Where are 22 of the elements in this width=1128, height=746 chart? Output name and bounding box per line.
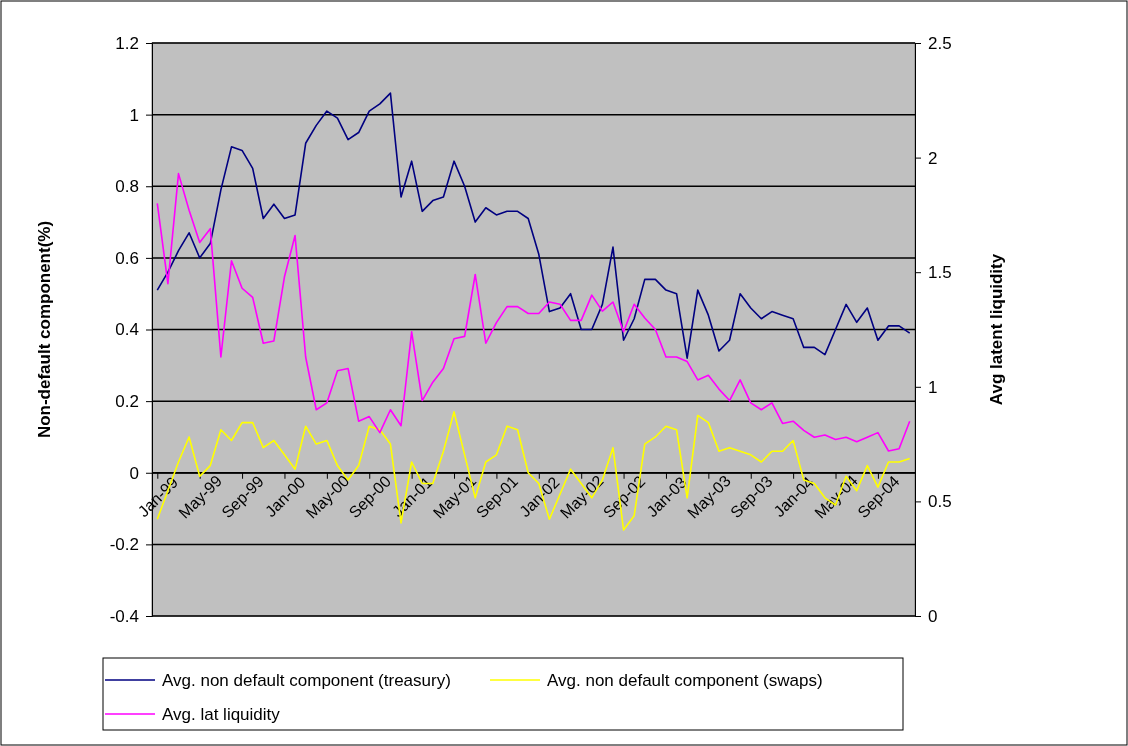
legend-label: Avg. non default component (swaps) bbox=[547, 671, 823, 690]
y2-tick-label: 0.5 bbox=[928, 492, 952, 512]
y-tick-label: 0.6 bbox=[115, 248, 139, 268]
y-tick-label: 0 bbox=[129, 463, 139, 483]
legend-label: Avg. lat liquidity bbox=[162, 705, 281, 724]
y-tick-label: -0.4 bbox=[109, 606, 139, 626]
line-series bbox=[156, 172, 911, 452]
legend-label: Avg. non default component (treasury) bbox=[162, 671, 451, 690]
y-tick-label: -0.2 bbox=[109, 535, 139, 555]
y-tick-label: 0.8 bbox=[115, 177, 139, 197]
y-axis-title: Non-default component(%) bbox=[35, 220, 54, 439]
y2-tick-label: 2.5 bbox=[928, 33, 952, 53]
y-tick-label: 1 bbox=[129, 105, 139, 125]
y2-axis-title: Avg latent liquidity bbox=[987, 253, 1006, 406]
y-tick-label: 1.2 bbox=[115, 33, 139, 53]
y2-tick-label: 0 bbox=[928, 606, 938, 626]
line-series bbox=[156, 92, 911, 359]
y-tick-label: 0.2 bbox=[115, 392, 139, 412]
y2-tick-label: 1 bbox=[928, 377, 938, 397]
y2-tick-label: 2 bbox=[928, 148, 938, 168]
y2-tick-label: 1.5 bbox=[928, 263, 952, 283]
y-tick-label: 0.4 bbox=[115, 320, 139, 340]
